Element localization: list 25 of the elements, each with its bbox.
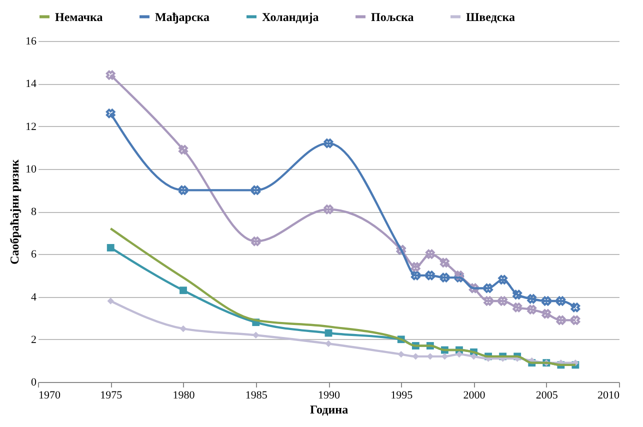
y-tick-label: 2 <box>31 334 36 346</box>
x-axis-title: Година <box>310 402 348 416</box>
x-tick-label: 2000 <box>463 390 486 402</box>
x-tick-label: 1970 <box>38 390 61 402</box>
x-tick-label: 2005 <box>536 390 558 402</box>
legend-label: Немачка <box>55 10 103 24</box>
y-tick-label: 16 <box>26 36 37 48</box>
y-axis-title: Саобраћајни ризик <box>8 159 22 265</box>
legend-label: Холандија <box>262 10 319 24</box>
y-tick-label: 8 <box>31 206 37 218</box>
y-tick-label: 14 <box>26 78 37 90</box>
x-tick-label: 2010 <box>598 390 620 402</box>
legend-label: Шведска <box>466 10 515 24</box>
legend-label: Пољска <box>371 10 414 24</box>
y-tick-label: 4 <box>31 291 37 304</box>
x-tick-label: 1995 <box>390 390 414 402</box>
y-tick-label: 6 <box>31 248 37 261</box>
legend-label: Мађарска <box>155 10 210 24</box>
y-tick-label: 10 <box>26 163 37 176</box>
x-tick-label: 1990 <box>318 390 340 402</box>
x-tick-label: 1980 <box>172 390 196 402</box>
x-tick-label: 1985 <box>245 390 268 402</box>
x-tick-label: 1975 <box>100 390 123 402</box>
y-tick-label: 0 <box>31 376 37 388</box>
y-tick-label: 12 <box>26 120 36 133</box>
